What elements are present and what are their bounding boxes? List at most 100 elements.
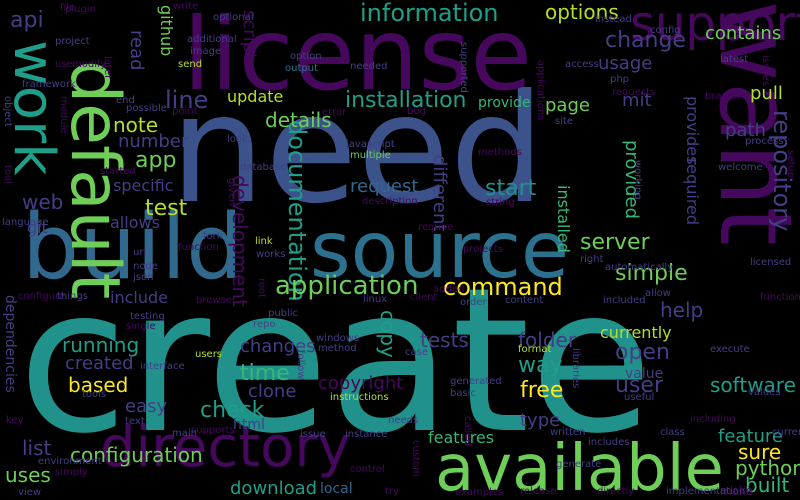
word-includes: includes xyxy=(588,437,630,448)
word-way: way xyxy=(518,353,563,378)
word-welcome: welcome xyxy=(718,162,763,173)
word-started: started xyxy=(100,166,136,177)
word-simply: simply xyxy=(55,467,88,478)
word-look: look xyxy=(227,134,248,145)
word-changes: changes xyxy=(240,336,316,357)
word-generated: generated xyxy=(450,376,502,387)
word-repo: repo xyxy=(253,319,276,330)
word-update: update xyxy=(227,87,284,106)
word-path: path xyxy=(725,120,766,141)
word-currently: currently xyxy=(600,323,672,342)
word-folder: folder xyxy=(518,328,577,352)
word-works: works xyxy=(256,249,286,260)
word-supports: supports xyxy=(191,425,235,436)
word-function: function xyxy=(178,242,219,253)
word-read: read xyxy=(126,30,147,71)
word-access: access xyxy=(565,59,599,70)
word-setup: setup xyxy=(785,150,796,178)
word-string: string xyxy=(486,197,515,208)
word-license: license xyxy=(183,0,533,113)
word-open: open xyxy=(615,340,670,365)
word-create: create xyxy=(18,245,653,478)
word-user: user xyxy=(615,373,663,398)
word-html: html xyxy=(233,417,265,433)
word-features: features xyxy=(428,428,495,447)
word-config: config xyxy=(650,25,681,36)
word-allows: allows xyxy=(110,213,160,232)
word-functions: functions xyxy=(760,292,800,303)
word-configure: configure xyxy=(18,291,65,302)
word-database: database xyxy=(240,162,287,173)
word-called: called xyxy=(462,416,473,446)
word-file: file xyxy=(60,2,76,13)
word-support: support xyxy=(630,0,800,52)
word-end: end xyxy=(116,95,135,106)
word-optional: optional xyxy=(213,12,254,23)
word-project: project xyxy=(55,36,90,47)
word-automatically: automatically xyxy=(605,262,674,273)
word-bug: bug xyxy=(407,106,427,117)
word-issue: issue xyxy=(300,429,326,440)
word-order: order xyxy=(460,297,487,308)
word-app: app xyxy=(135,148,177,173)
word-php: php xyxy=(610,74,630,85)
word-release: release xyxy=(520,486,557,497)
word-libraries: libraries xyxy=(570,348,581,389)
word-easy: easy xyxy=(125,396,168,417)
word-requests: requests xyxy=(612,87,656,98)
word-right: right xyxy=(580,254,604,265)
word-users: users xyxy=(195,349,223,360)
word-instructions: instructions xyxy=(330,392,389,403)
word-instead: instead xyxy=(595,14,632,25)
word-fork: fork xyxy=(203,231,223,242)
word-applications: applications xyxy=(535,60,546,121)
word-client: client xyxy=(410,292,438,303)
word-feature: feature xyxy=(718,426,783,447)
word-include: include xyxy=(110,288,168,307)
word-projects: projects xyxy=(463,244,503,255)
word-given: given xyxy=(226,178,237,206)
word-site: site xyxy=(555,116,574,127)
word-built: built xyxy=(745,473,790,497)
word-branch: branch xyxy=(705,91,740,102)
word-root: root xyxy=(256,278,267,299)
word-framework: framework xyxy=(22,79,76,90)
word-implementation: implementation xyxy=(666,486,746,497)
word-generate: generate xyxy=(556,459,602,470)
word-possible: possible xyxy=(126,103,167,114)
word-point: point xyxy=(172,106,198,117)
word-node: node xyxy=(133,261,158,272)
word-different: different xyxy=(429,155,450,232)
word-provide: provide xyxy=(478,95,531,111)
word-class: class xyxy=(660,427,685,438)
word-additional: additional xyxy=(187,34,237,45)
word-copy: copy xyxy=(376,310,400,358)
word-based: based xyxy=(68,373,129,397)
word-object: object xyxy=(2,96,13,127)
word-browser: browser xyxy=(196,295,237,306)
word-basic: basic xyxy=(450,388,476,399)
word-start: start xyxy=(485,176,537,201)
word-api: api xyxy=(10,8,44,33)
word-created: created xyxy=(65,353,134,374)
word-source: source xyxy=(310,206,570,296)
word-github: github xyxy=(157,5,176,57)
word-javascript: javascript xyxy=(346,139,395,150)
word-examples: examples xyxy=(455,487,504,498)
word-options: options xyxy=(545,0,619,24)
word-single: single xyxy=(126,321,156,332)
word-things: things xyxy=(57,291,88,302)
word-mit: mit xyxy=(622,90,652,111)
word-available: available xyxy=(435,432,724,500)
word-tests: tests xyxy=(420,328,469,352)
word-need: need xyxy=(170,63,545,237)
word-key: key xyxy=(6,415,24,426)
word-execute: execute xyxy=(710,344,750,355)
word-installation: installation xyxy=(345,88,467,113)
word-local: local xyxy=(320,481,353,497)
word-try: try xyxy=(385,486,399,497)
word-values: values xyxy=(748,387,781,398)
word-information: information xyxy=(360,0,499,27)
word-multiple: multiple xyxy=(350,150,391,161)
word-methods: methods xyxy=(478,147,522,158)
